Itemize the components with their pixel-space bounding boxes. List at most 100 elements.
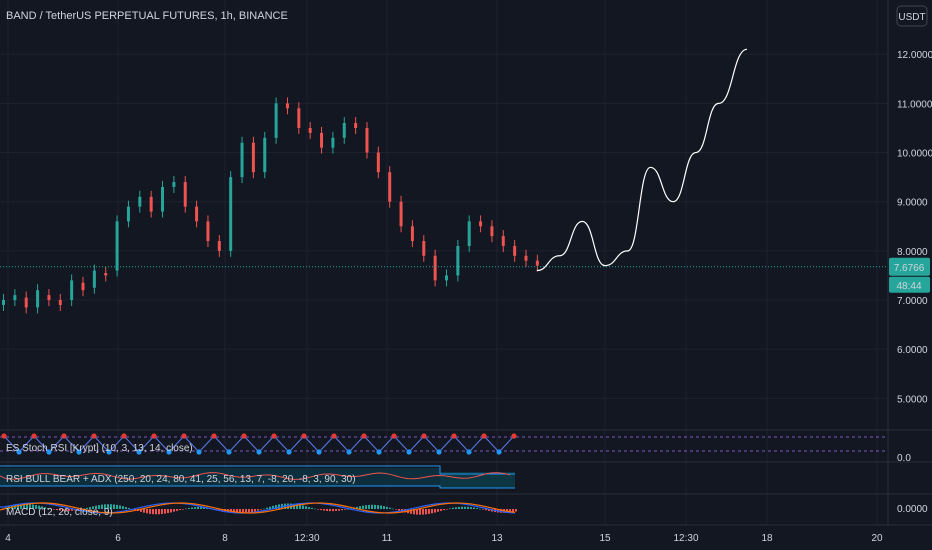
macd-histogram-bar xyxy=(323,509,325,511)
macd-histogram-bar xyxy=(176,509,178,511)
macd-label[interactable]: MACD (12, 26, close, 9) xyxy=(6,507,113,518)
macd-histogram-bar xyxy=(338,509,340,511)
candle xyxy=(115,215,119,277)
rsi-band xyxy=(0,468,440,486)
macd-histogram-bar xyxy=(182,509,184,510)
candle xyxy=(479,215,483,233)
macd-histogram-bar xyxy=(464,506,466,509)
candle xyxy=(354,117,358,134)
macd-histogram-bar xyxy=(143,509,145,513)
macd-histogram-bar xyxy=(254,509,256,512)
time-tick-label: 12:30 xyxy=(673,533,698,544)
rsi-adx-label[interactable]: RSI BULL BEAR + ADX (250, 20, 24, 80, 41… xyxy=(6,474,356,485)
candle xyxy=(2,294,5,311)
stoch-signal-dot xyxy=(211,433,217,439)
macd-histogram-bar xyxy=(467,506,469,509)
macd-histogram-bar xyxy=(242,509,244,514)
macd-histogram-bar xyxy=(245,509,247,514)
stoch-signal-dot xyxy=(241,433,247,439)
candle xyxy=(433,249,437,287)
candle xyxy=(513,239,517,262)
countdown-badge: 48:44 xyxy=(889,276,930,293)
macd-histogram-bar xyxy=(275,505,277,509)
candle xyxy=(365,121,369,159)
candle xyxy=(58,294,62,311)
macd-histogram-bar xyxy=(257,509,259,511)
macd-histogram-bar xyxy=(416,509,418,515)
stoch-signal-dot xyxy=(61,433,67,439)
rsi-adx-pane[interactable] xyxy=(0,461,932,489)
macd-histogram-bar xyxy=(356,506,358,509)
macd-histogram-bar xyxy=(335,509,337,511)
candle xyxy=(183,176,187,213)
stoch-signal-dot xyxy=(316,449,322,455)
macd-histogram-bar xyxy=(479,508,481,510)
macd-histogram-bar xyxy=(422,509,424,515)
macd-histogram-bar xyxy=(461,506,463,509)
macd-histogram-bar xyxy=(251,509,253,513)
macd-histogram-bar xyxy=(299,504,301,509)
candle xyxy=(422,235,426,262)
macd-histogram-bar xyxy=(128,508,130,509)
macd-histogram-bar xyxy=(197,506,199,509)
candle xyxy=(535,254,539,272)
macd-histogram-bar xyxy=(38,505,40,509)
macd-histogram-bar xyxy=(233,509,235,514)
price-axis[interactable]: 5.0000 6.0000 7.0000 8.0000 9.0000 10.0000 11.… xyxy=(887,0,932,525)
macd-histogram-bar xyxy=(359,506,361,509)
macd-histogram-bar xyxy=(371,504,373,509)
candle xyxy=(104,266,108,282)
macd-histogram-bar xyxy=(368,504,370,509)
macd-pane[interactable] xyxy=(0,493,932,515)
countdown-value: 48:44 xyxy=(896,281,921,292)
macd-histogram-bar xyxy=(365,505,367,509)
macd-histogram-bar xyxy=(446,509,448,510)
macd-histogram-bar xyxy=(269,506,271,509)
macd-histogram-bar xyxy=(395,509,397,510)
candle xyxy=(456,239,460,282)
macd-histogram-bar xyxy=(32,504,34,509)
macd-histogram-bar xyxy=(377,505,379,509)
stoch-signal-dot xyxy=(151,433,157,439)
macd-histogram-bar xyxy=(485,509,487,511)
macd-histogram-bar xyxy=(239,509,241,514)
macd-histogram-bar xyxy=(17,504,19,509)
stoch-rsi-pane[interactable] xyxy=(0,429,932,455)
macd-histogram-bar xyxy=(167,509,169,514)
symbol-title: BAND / TetherUS PERPETUAL FUTURES, 1h, B… xyxy=(6,10,288,22)
macd-histogram-bar xyxy=(56,509,58,511)
stoch-signal-dot xyxy=(361,433,367,439)
macd-histogram-bar xyxy=(29,504,31,509)
stoch-rsi-label[interactable]: ES Stoch RSI [Krypt] (10, 3, 13, 14, clo… xyxy=(6,443,193,454)
stoch-signal-dot xyxy=(106,449,112,455)
macd-histogram-bar xyxy=(263,508,265,510)
last-price-badge: 7.6766 xyxy=(889,257,930,276)
candlestick-series xyxy=(2,97,539,314)
currency-button[interactable]: USDT xyxy=(896,5,928,27)
macd-histogram-bar xyxy=(320,509,322,511)
time-tick-label: 6 xyxy=(115,533,121,544)
stoch-signal-dot xyxy=(166,449,172,455)
macd-histogram-bar xyxy=(200,506,202,509)
macd-histogram-bar xyxy=(119,505,121,509)
stoch-signal-dot xyxy=(1,433,7,439)
macd-histogram-bar xyxy=(488,509,490,511)
candle xyxy=(47,289,51,307)
candle xyxy=(81,276,85,297)
macd-histogram-bar xyxy=(260,509,262,510)
macd-histogram-bar xyxy=(296,504,298,509)
candle xyxy=(92,264,96,294)
time-axis[interactable]: 4 6 8 12:30 11 13 15 12:30 18 20 xyxy=(0,524,932,544)
stoch-signal-dot xyxy=(256,449,262,455)
macd-histogram-bar xyxy=(41,506,43,509)
macd-histogram-bar xyxy=(107,504,109,509)
candle xyxy=(149,190,153,218)
price-tick-label: 5.0000 xyxy=(897,394,928,405)
macd-histogram-bar xyxy=(35,505,37,509)
stoch-signal-dot xyxy=(421,433,427,439)
macd-histogram-bar xyxy=(374,504,376,509)
candle xyxy=(172,176,176,193)
